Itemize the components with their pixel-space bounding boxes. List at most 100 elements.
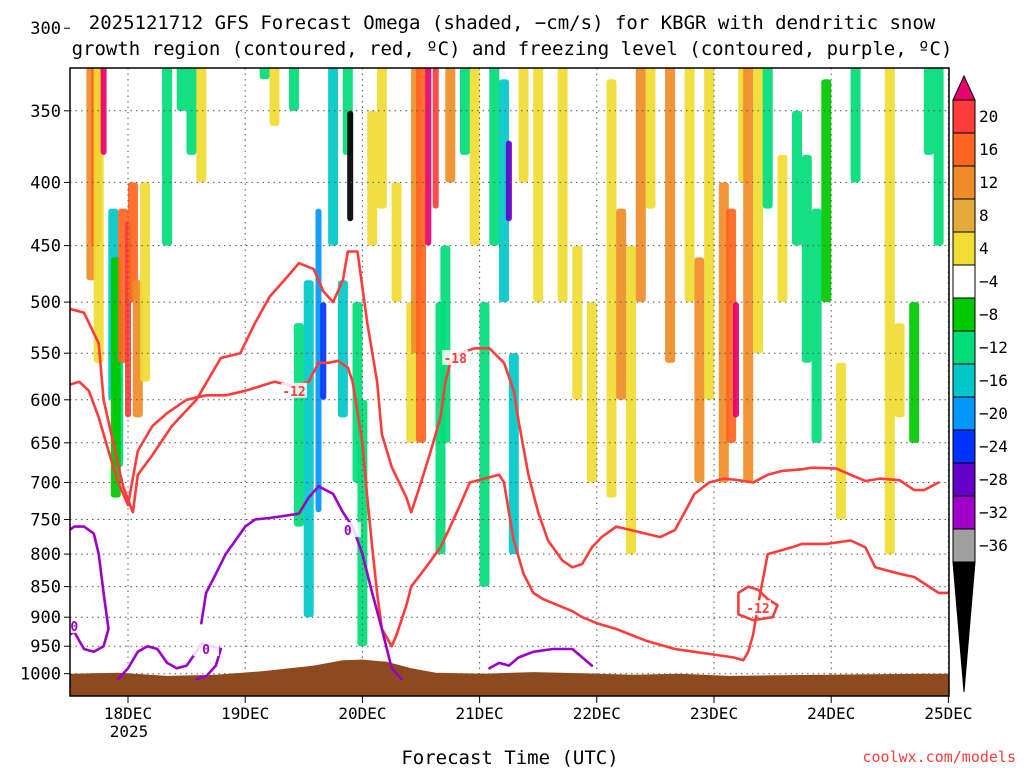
contour-label: -12 — [282, 385, 305, 400]
chart-title-line2: growth region (contoured, red, ºC) and f… — [72, 38, 953, 60]
x-tick-label: 25DEC — [924, 704, 972, 723]
omega-cell — [586, 302, 597, 483]
omega-cell — [645, 68, 656, 209]
source-credit: coolwx.com/models — [862, 748, 1016, 766]
contour-label: 0 — [344, 524, 352, 539]
omega-cell — [460, 68, 470, 155]
colorbar-tick-label: −8 — [979, 305, 998, 324]
omega-cell — [162, 68, 173, 246]
colorbar-swatch — [952, 363, 976, 398]
omega-cell — [811, 208, 822, 443]
contour-label: -12 — [746, 602, 769, 617]
omega-cell — [489, 68, 500, 246]
omega-cell — [801, 154, 812, 363]
x-tick-label: 24DEC — [807, 704, 855, 723]
colorbar-tick-label: 8 — [979, 206, 989, 225]
terrain-surface — [70, 659, 949, 696]
omega-cell — [391, 182, 402, 302]
contour-dgz-18c — [70, 250, 940, 569]
omega-cell — [616, 208, 627, 400]
omega-cell — [376, 68, 387, 209]
contour-freezing-0c-mid — [116, 642, 223, 681]
omega-cell — [777, 154, 788, 302]
plot-frame — [69, 67, 950, 697]
omega-cell — [923, 68, 934, 155]
colorbar-tick-label: −36 — [979, 536, 1008, 555]
y-tick-label: 800 — [30, 545, 61, 565]
contour-label-bg — [745, 600, 771, 616]
colorbar-tick-label: −16 — [979, 371, 1008, 390]
omega-cell — [665, 68, 676, 363]
x-tick-label: 22DEC — [573, 704, 621, 723]
colorbar-swatch — [952, 429, 976, 464]
omega-cell — [289, 68, 299, 111]
y-tick-label: 450 — [30, 237, 61, 257]
omega-cell — [432, 68, 439, 209]
y-tick-label: 500 — [30, 293, 61, 313]
colorbar-swatch — [952, 495, 976, 530]
contour-label-bg — [70, 618, 88, 634]
colorbar-tick-label: 4 — [979, 239, 989, 258]
contour-freezing-0c-east — [488, 647, 594, 670]
colorbar-swatch — [952, 132, 976, 167]
omega-cell — [505, 140, 512, 222]
omega-cell — [762, 68, 773, 209]
omega-cell — [733, 302, 739, 418]
y-tick-label: 900 — [30, 608, 61, 628]
omega-cell — [743, 68, 754, 483]
y-tick-label: 700 — [30, 474, 61, 494]
y-tick-label: 300 — [30, 19, 61, 39]
omega-cell — [328, 68, 339, 246]
x-axis-label: Forecast Time (UTC) — [401, 747, 618, 768]
omega-cell — [100, 68, 107, 155]
omega-cell — [894, 323, 905, 418]
omega-cell — [337, 280, 348, 418]
contour-freezing-0c-west — [70, 525, 110, 654]
omega-cell — [367, 110, 378, 246]
contour-label: -18 — [443, 352, 467, 367]
omega-cell — [140, 182, 151, 382]
colorbar-swatch — [952, 264, 976, 299]
omega-cell — [176, 68, 187, 111]
omega-cell — [821, 79, 832, 303]
omega-cell — [445, 68, 456, 183]
omega-cell — [557, 68, 568, 303]
omega-cell — [196, 68, 207, 183]
contour-dgz-12c-island — [737, 585, 779, 622]
colorbar-tick-label: 16 — [979, 140, 998, 159]
contour-dgz-12c — [70, 359, 949, 662]
omega-cell — [635, 68, 646, 303]
colorbar-tick-label: −20 — [979, 404, 1008, 423]
colorbar-tick-label: 12 — [979, 173, 998, 192]
y-tick-label: 550 — [30, 344, 61, 364]
omega-cell — [909, 302, 920, 443]
x-tick-label: 18DEC — [104, 704, 152, 723]
colorbar-swatch — [952, 165, 976, 200]
omega-cell — [269, 68, 280, 126]
omega-cell — [293, 323, 304, 527]
omega-cell — [425, 68, 432, 246]
omega-cell — [850, 68, 861, 183]
x-tick-label: 21DEC — [456, 704, 504, 723]
colorbar-bottom-arrow — [952, 561, 976, 693]
colorbar-tick-label: 20 — [979, 107, 998, 126]
colorbar-swatch — [952, 330, 976, 365]
contour-layer: -18 -12 0 0 0 -12 — [70, 250, 949, 681]
omega-cell — [684, 68, 695, 303]
omega-cell — [704, 68, 715, 400]
y-tick-label: 950 — [30, 637, 61, 657]
contour-label-bg — [193, 641, 220, 656]
contour-label-bg — [334, 522, 361, 538]
omega-cell — [347, 110, 354, 222]
omega-cell — [127, 182, 138, 302]
colorbar-tick-label: −4 — [979, 272, 998, 291]
omega-cell — [320, 302, 327, 400]
omega-cell — [933, 68, 944, 246]
contour-label-bg — [281, 382, 307, 398]
omega-cell — [518, 68, 529, 183]
contour-label: 0 — [202, 643, 210, 658]
omega-cell — [753, 68, 763, 354]
colorbar-tick-label: −12 — [979, 338, 1008, 357]
chart-title-line1: 2025121712 GFS Forecast Omega (shaded, −… — [89, 12, 936, 34]
